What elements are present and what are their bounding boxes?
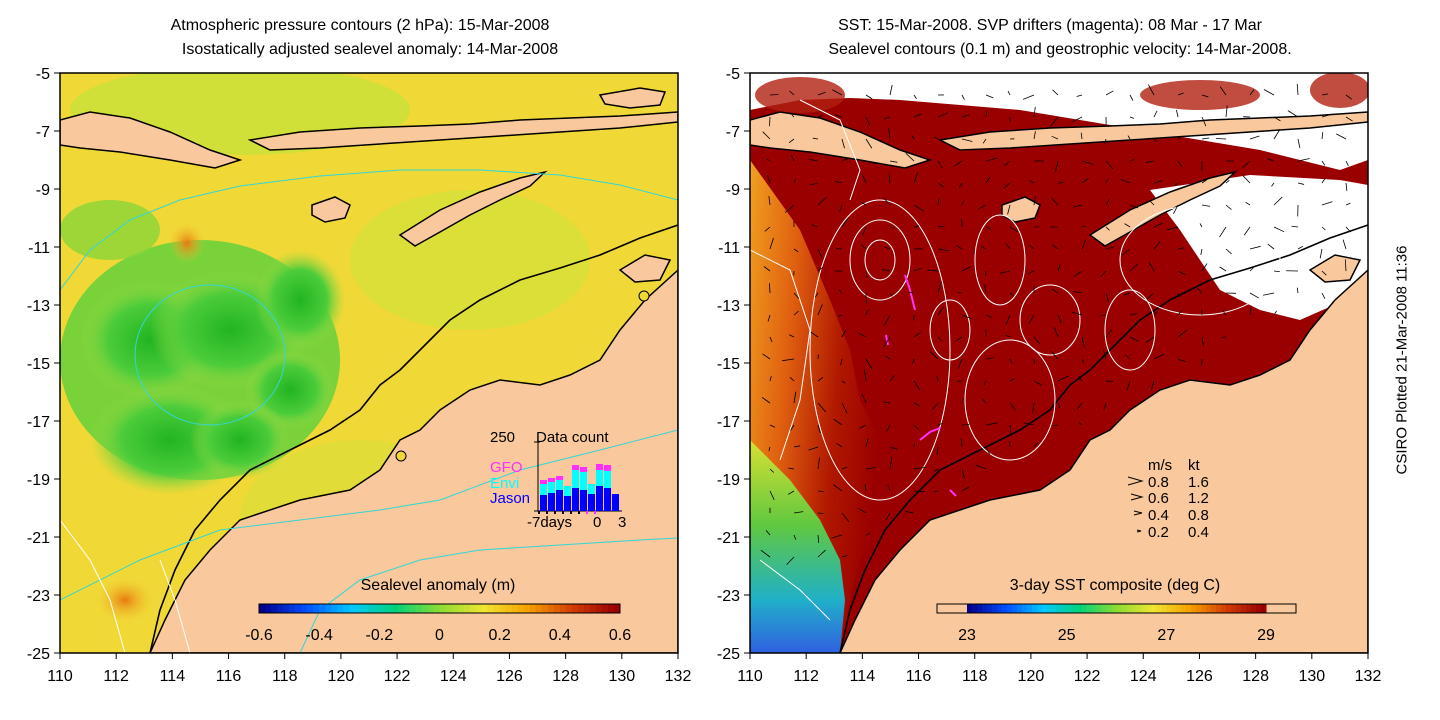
left-lat-label: -21 bbox=[27, 530, 50, 547]
right-lon-label: 118 bbox=[962, 668, 988, 685]
colorbar-tick-label: -0.4 bbox=[305, 627, 333, 644]
velocity-legend-header-kt: kt bbox=[1188, 457, 1201, 474]
left-lat-label: -5 bbox=[36, 66, 50, 83]
velocity-legend-ms-1: 0.6 bbox=[1148, 490, 1169, 507]
left-lat-label: -15 bbox=[27, 356, 50, 373]
right-lon-label: 114 bbox=[850, 668, 876, 685]
right-lon-label: 130 bbox=[1298, 668, 1325, 685]
velocity-legend-ms-3: 0.2 bbox=[1148, 524, 1169, 541]
right-lat-label: -5 bbox=[726, 66, 740, 83]
colorbar-tick-label: 27 bbox=[1157, 627, 1175, 644]
left-lon-label: 120 bbox=[328, 668, 355, 685]
right-lon-label: 128 bbox=[1242, 668, 1269, 685]
legend-jason: Jason bbox=[490, 490, 530, 507]
velocity-legend-header-ms: m/s bbox=[1148, 457, 1172, 474]
left-lon-label: 132 bbox=[665, 668, 692, 685]
velocity-legend-kt-0: 1.6 bbox=[1188, 474, 1209, 491]
right-title-line1: SST: 15-Mar-2008. SVP drifters (magenta)… bbox=[838, 17, 1262, 34]
left-lat-label: -9 bbox=[36, 182, 50, 199]
data-count-inset: 250 Data count GFO Envi Jason -7days 0 3 bbox=[490, 429, 626, 531]
left-lat-label: -23 bbox=[27, 588, 50, 605]
left-lon-label: 122 bbox=[384, 668, 411, 685]
right-axes: -5 -7 -9 -11 -13 -15 -17 -19 -21 -23 -25 110 112 114 1… bbox=[717, 66, 1382, 685]
colorbar-tick-label: 0 bbox=[435, 627, 444, 644]
velocity-legend-ms-2: 0.4 bbox=[1148, 507, 1169, 524]
colorbar-tick-label: 0.6 bbox=[609, 627, 631, 644]
right-map bbox=[750, 73, 1368, 653]
left-lon-label: 112 bbox=[103, 668, 129, 685]
right-lat-label: -19 bbox=[717, 472, 740, 489]
colorbar-tick-label: 0.4 bbox=[549, 627, 571, 644]
data-count-bars bbox=[540, 464, 619, 511]
left-axes: -5 -7 -9 -11 -13 -15 -17 -19 -21 -23 -25 110 112 114 1… bbox=[27, 66, 692, 685]
colorbar-tick-label: 0.2 bbox=[489, 627, 511, 644]
right-lon-label: 122 bbox=[1074, 668, 1101, 685]
left-lon-label: 110 bbox=[47, 668, 73, 685]
colorbar-tick-label: 29 bbox=[1257, 627, 1275, 644]
right-title-line2: Sealevel contours (0.1 m) and geostrophi… bbox=[828, 41, 1292, 58]
right-lat-label: -15 bbox=[717, 356, 740, 373]
right-lon-label: 112 bbox=[793, 668, 819, 685]
right-lat-label: -9 bbox=[726, 182, 740, 199]
left-lon-label: 116 bbox=[216, 668, 242, 685]
left-lon-label: 114 bbox=[160, 668, 186, 685]
left-lat-label: -19 bbox=[27, 472, 50, 489]
colorbar-tick-label: -0.6 bbox=[245, 627, 273, 644]
velocity-legend-kt-3: 0.4 bbox=[1188, 524, 1209, 541]
left-lat-label: -11 bbox=[28, 240, 50, 257]
left-colorbar: Sealevel anomaly (m) -0.6 -0.4 -0.2 0 0.2 0.4… bbox=[245, 577, 631, 644]
left-lon-label: 118 bbox=[272, 668, 298, 685]
left-lat-label: -13 bbox=[27, 298, 50, 315]
right-lon-label: 126 bbox=[1186, 668, 1213, 685]
right-lon-label: 120 bbox=[1018, 668, 1045, 685]
left-title-line1: Atmospheric pressure contours (2 hPa): 1… bbox=[170, 17, 550, 34]
legend-envi: Envi bbox=[490, 475, 519, 492]
right-lat-label: -21 bbox=[717, 530, 740, 547]
credit-text: CSIRO Plotted 21-Mar-2008 11:36 bbox=[1393, 245, 1411, 475]
right-lat-label: -23 bbox=[717, 588, 740, 605]
left-colorbar-title: Sealevel anomaly (m) bbox=[361, 577, 516, 594]
right-lon-label: 116 bbox=[906, 668, 932, 685]
colorbar-tick-label: -0.2 bbox=[366, 627, 394, 644]
left-map bbox=[60, 73, 678, 653]
left-lon-label: 126 bbox=[496, 668, 523, 685]
left-lat-label: -7 bbox=[36, 124, 50, 141]
velocity-legend: m/s kt 0.8 1.6 0.6 1.2 0.4 0.8 0.2 0.4 bbox=[1127, 457, 1209, 541]
left-lon-label: 130 bbox=[608, 668, 635, 685]
right-lat-label: -13 bbox=[717, 298, 740, 315]
left-lat-label: -17 bbox=[27, 414, 50, 431]
right-lat-label: -7 bbox=[726, 124, 740, 141]
legend-gfo: GFO bbox=[490, 459, 523, 476]
data-count-xlabel-start: -7days bbox=[527, 514, 572, 531]
left-lon-label: 124 bbox=[440, 668, 467, 685]
data-count-title: Data count bbox=[536, 429, 609, 446]
colorbar-tick-label: 23 bbox=[958, 627, 976, 644]
data-count-xlabel-zero: 0 bbox=[593, 514, 601, 531]
left-lon-label: 128 bbox=[552, 668, 579, 685]
right-lon-label: 110 bbox=[737, 668, 763, 685]
right-lat-label: -25 bbox=[717, 646, 740, 663]
right-colorbar: 3-day SST composite (deg C) 23 25 27 29 bbox=[936, 577, 1297, 644]
data-count-ymax: 250 bbox=[490, 429, 515, 446]
velocity-legend-kt-1: 1.2 bbox=[1188, 490, 1209, 507]
left-lat-label: -25 bbox=[27, 646, 50, 663]
colorbar-tick-label: 25 bbox=[1058, 627, 1076, 644]
data-count-xlabel-end: 3 bbox=[618, 514, 626, 531]
right-colorbar-title: 3-day SST composite (deg C) bbox=[1010, 577, 1220, 594]
velocity-legend-kt-2: 0.8 bbox=[1188, 507, 1209, 524]
velocity-legend-ms-0: 0.8 bbox=[1148, 474, 1169, 491]
right-lon-label: 132 bbox=[1355, 668, 1382, 685]
left-title-line2: Isostatically adjusted sealevel anomaly:… bbox=[181, 41, 559, 58]
right-lat-label: -11 bbox=[718, 240, 740, 257]
right-lon-label: 124 bbox=[1130, 668, 1157, 685]
right-lat-label: -17 bbox=[717, 414, 740, 431]
